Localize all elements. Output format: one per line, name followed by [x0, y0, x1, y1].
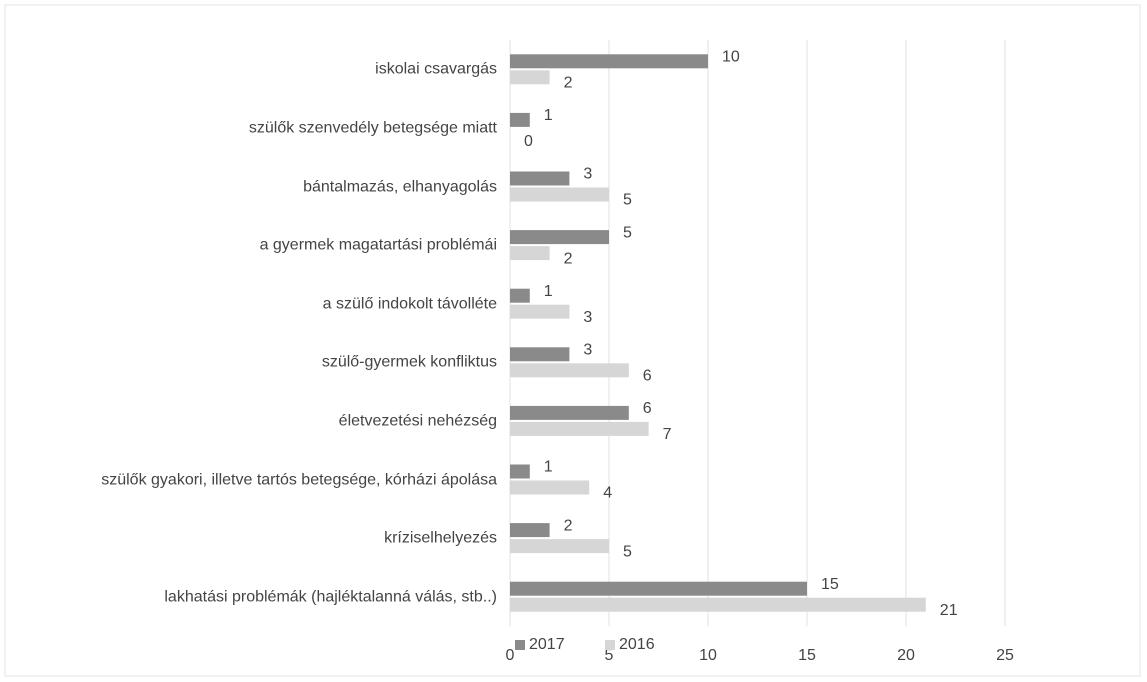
category-label: bántalmazás, elhanyagolás [303, 178, 497, 195]
x-tick-label: 15 [798, 647, 816, 664]
value-label: 5 [623, 224, 632, 241]
x-tick-label: 0 [506, 647, 515, 664]
bar [510, 581, 807, 596]
legend-label: 2016 [619, 636, 655, 653]
category-label: a szülő indokolt távolléte [322, 295, 497, 313]
value-label: 5 [623, 192, 632, 209]
value-label: 2 [564, 517, 573, 534]
value-label: 6 [643, 368, 652, 385]
category-label: kríziselhelyezés [384, 529, 497, 547]
value-label: 6 [643, 400, 652, 417]
value-label: 1 [544, 107, 553, 124]
bar [510, 112, 530, 127]
x-tick-label: 20 [897, 647, 915, 664]
bar [510, 539, 609, 554]
value-label: 10 [722, 49, 740, 66]
chart-frame [4, 4, 1141, 677]
value-label: 3 [583, 166, 592, 183]
category-label: iskolai csavargás [375, 60, 497, 78]
bar [510, 523, 550, 538]
bar [510, 421, 649, 436]
value-label: 4 [603, 485, 612, 502]
category-label: életvezetési nehézség [338, 412, 497, 430]
category-label: szülő-gyermek konfliktus [321, 353, 497, 371]
bar [510, 464, 530, 479]
bar [510, 304, 570, 319]
value-label: 1 [544, 283, 553, 300]
bar [510, 363, 629, 378]
bar [510, 54, 708, 69]
legend-label: 2017 [529, 636, 565, 653]
bar [510, 187, 609, 202]
value-label: 15 [821, 576, 839, 593]
x-tick-label: 5 [605, 647, 614, 664]
bar [510, 288, 530, 303]
bar [510, 405, 629, 420]
x-tick-label: 25 [996, 647, 1014, 664]
legend-swatch [605, 640, 615, 650]
value-label: 2 [564, 250, 573, 267]
value-label: 5 [623, 543, 632, 560]
bar [510, 246, 550, 261]
bar [510, 480, 590, 495]
value-label: 3 [583, 342, 592, 359]
bar [510, 70, 550, 85]
value-label: 2 [564, 75, 573, 92]
value-label: 21 [940, 602, 958, 619]
legend-swatch [515, 640, 525, 650]
x-tick-label: 10 [699, 647, 717, 664]
bar [510, 171, 570, 186]
category-label: lakhatási problémák (hajléktalanná válás… [164, 588, 497, 606]
category-label: szülők szenvedély betegsége miatt [248, 119, 497, 137]
value-label: 3 [583, 309, 592, 326]
category-label: szülők gyakori, illetve tartós betegsége… [101, 471, 497, 488]
bar [510, 597, 926, 612]
bar [510, 230, 609, 245]
value-label: 7 [663, 426, 672, 443]
value-label: 0 [524, 133, 533, 150]
value-label: 1 [544, 459, 553, 476]
category-label: a gyermek magatartási problémái [259, 236, 497, 254]
bar [510, 347, 570, 362]
